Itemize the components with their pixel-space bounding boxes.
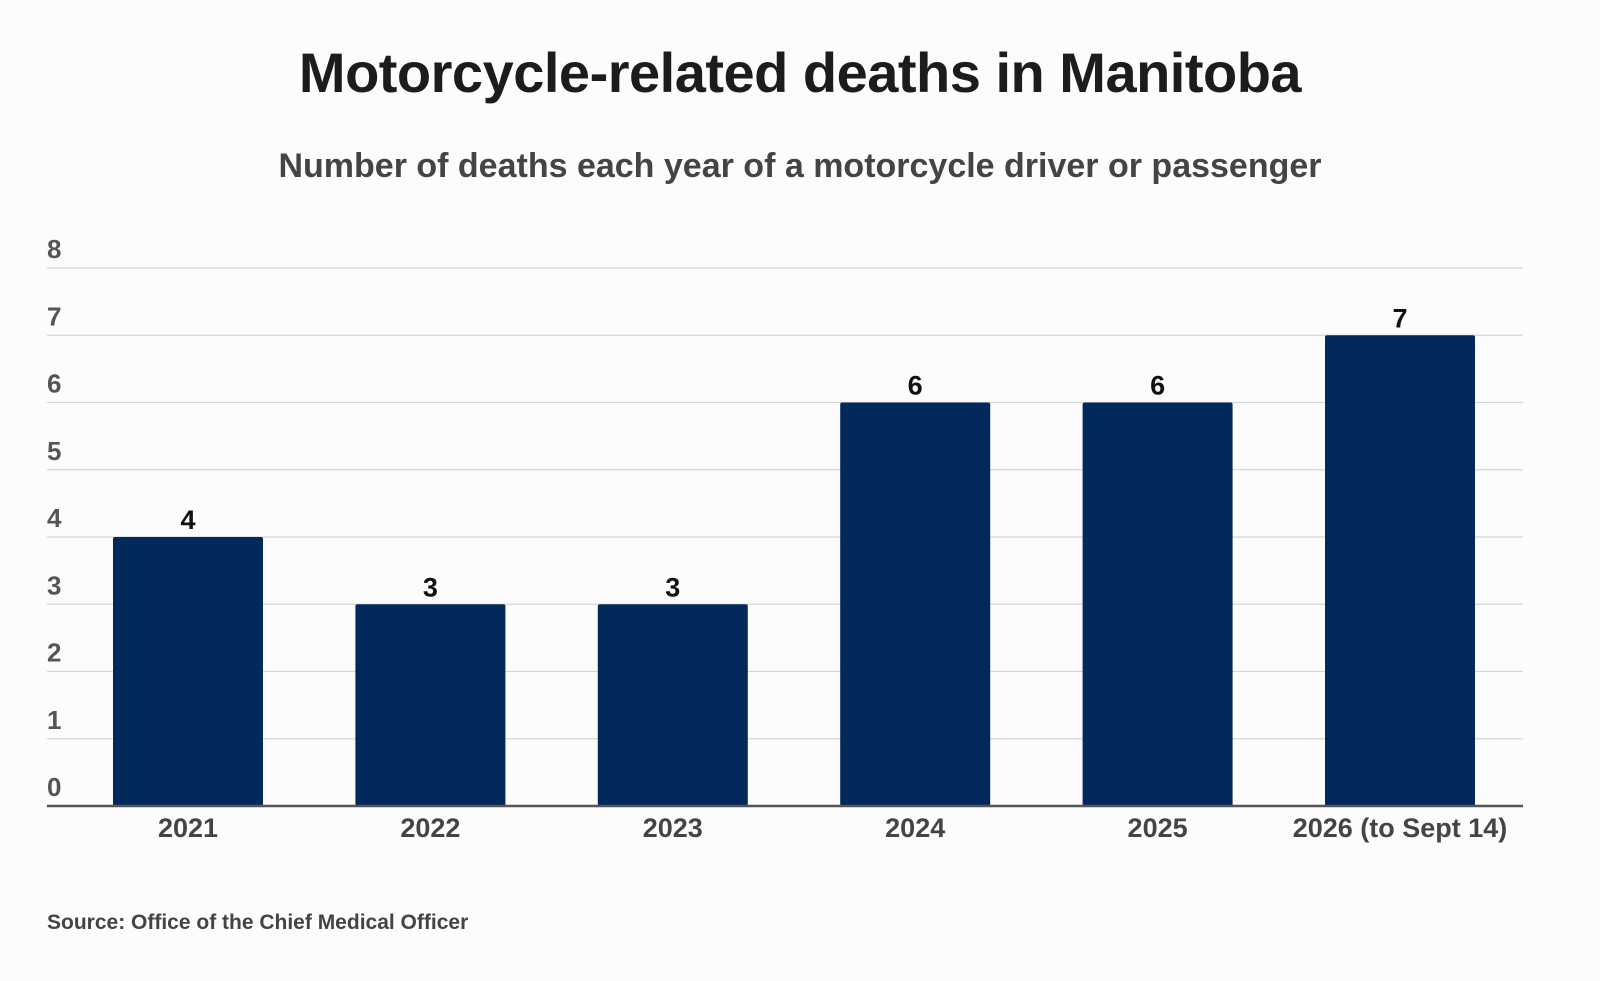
y-axis-ticks: 0 1 2 3 4 5 6 7 8 bbox=[47, 234, 62, 802]
y-tick-label: 1 bbox=[47, 705, 61, 735]
bar bbox=[355, 604, 506, 806]
bar-value-label: 3 bbox=[423, 572, 438, 602]
bar-value-label: 4 bbox=[180, 505, 195, 535]
bar-value-label: 7 bbox=[1392, 303, 1407, 333]
y-tick-label: 6 bbox=[47, 369, 61, 399]
y-tick-label: 0 bbox=[47, 772, 61, 802]
y-tick-label: 8 bbox=[47, 234, 61, 264]
x-tick-label: 2025 bbox=[1128, 813, 1188, 843]
chart-subtitle: Number of deaths each year of a motorcyc… bbox=[278, 147, 1322, 185]
bar-value-label: 3 bbox=[665, 572, 680, 602]
chart-title: Motorcycle-related deaths in Manitoba bbox=[298, 41, 1302, 104]
x-tick-label: 2026 (to Sept 14) bbox=[1293, 813, 1508, 843]
bar-value-label: 6 bbox=[908, 371, 923, 401]
bar bbox=[1325, 335, 1475, 806]
y-tick-label: 3 bbox=[47, 570, 61, 600]
x-tick-label: 2024 bbox=[885, 813, 945, 843]
bar bbox=[840, 402, 991, 806]
x-tick-label: 2023 bbox=[643, 813, 703, 843]
source-note: Source: Office of the Chief Medical Offi… bbox=[47, 911, 469, 934]
y-tick-label: 5 bbox=[47, 436, 61, 466]
y-tick-label: 7 bbox=[47, 301, 61, 331]
x-tick-label: 2022 bbox=[400, 813, 460, 843]
bar-value-label: 6 bbox=[1150, 371, 1165, 401]
data-labels: 4 3 3 6 6 7 bbox=[180, 303, 1407, 602]
bar bbox=[1082, 402, 1233, 806]
y-tick-label: 4 bbox=[47, 503, 62, 533]
gridlines bbox=[47, 267, 1523, 740]
bar bbox=[597, 604, 748, 806]
bar bbox=[113, 537, 263, 806]
x-axis-labels: 2021 2022 2023 2024 2025 2026 (to Sept 14) bbox=[158, 813, 1507, 843]
bars bbox=[113, 335, 1475, 806]
y-tick-label: 2 bbox=[47, 638, 61, 668]
x-tick-label: 2021 bbox=[158, 813, 218, 843]
